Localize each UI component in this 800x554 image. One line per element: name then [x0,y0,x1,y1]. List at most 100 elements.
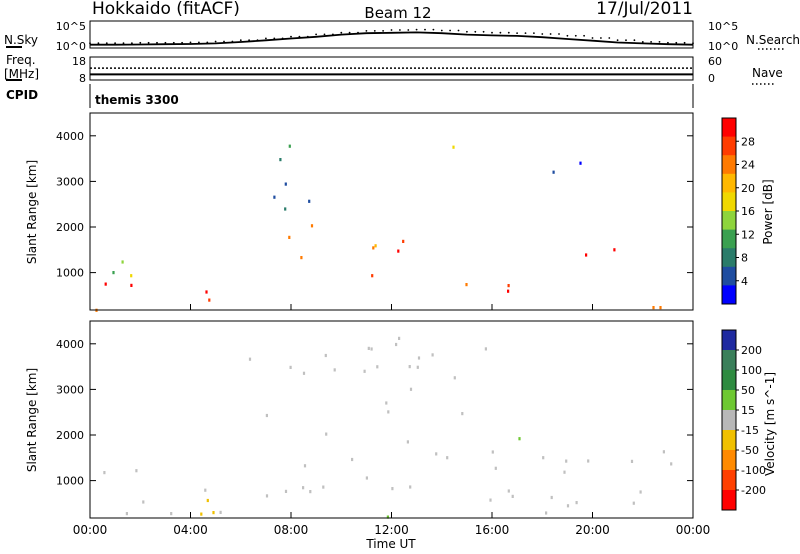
power-panel-frame [89,112,694,311]
nsearch-point [491,31,493,34]
nsearch-point [248,39,251,42]
nsearch-point [424,28,426,31]
scatter-cell [302,486,305,490]
y-tick-label: 3000 [56,175,84,188]
x-tick-label: 16:00 [475,523,510,537]
scatter-cell [542,456,545,460]
scatter-cell [309,490,312,494]
cpid-label: CPID [6,88,38,102]
colorbar-segment [722,330,736,351]
nsky-label: N.Sky [4,33,38,47]
scatter-cell [206,498,209,503]
nsearch-point [206,41,209,44]
scatter-cell [563,470,566,474]
power-ylabel: Slant Range [km] [25,160,39,264]
nsky-strip-frame [89,20,694,49]
velocity-ylabel: Slant Range [km] [25,368,39,472]
scatter-cell [575,501,578,505]
nsearch-point [131,42,133,45]
scatter-cell [265,413,268,418]
scatter-cell [408,365,411,369]
y-tick-label: 1000 [56,475,84,488]
scatter-cell [204,488,207,492]
scatter-cell [452,145,455,149]
colorbar-tick-label: 50 [741,384,755,397]
scatter-cell [565,459,568,463]
station-title: Hokkaido (fitACF) [92,0,240,19]
scatter-cell [387,410,390,414]
scatter-cell [142,500,145,504]
scatter-cell [370,347,373,351]
nsearch-point [566,34,569,37]
nsearch-tick-bottom-right: 10^0 [708,40,738,53]
nsearch-point [290,35,292,38]
scatter-cell [104,282,107,286]
colorbar-segment [722,490,736,511]
colorbar-segment [722,248,736,268]
velocity-colorbar: 200 100 50 15 -15 -50 -100 -200 [721,329,766,511]
scatter-cell [135,469,138,473]
nave-tick-bottom-right: 0 [708,72,715,85]
nsearch-point [89,42,91,45]
x-tick-label: 08:00 [274,523,309,537]
nsearch-point [147,41,150,44]
scatter-cell [279,158,282,162]
scatter-cell [284,489,288,493]
power-y-ticks: 1000 2000 3000 4000 [56,130,693,280]
nsearch-point [315,33,317,36]
nsearch-point [365,30,368,32]
scatter-cell [112,271,115,275]
nsearch-point [650,41,652,43]
nsearch-point [306,35,309,38]
power-scatter-cells [95,144,662,312]
colorbar-segment [722,470,736,491]
nsearch-point [97,42,100,45]
nsearch-point [541,33,544,35]
nsearch-point [574,34,577,37]
nsky-line [90,31,694,46]
date-title: 17/Jul/2011 [596,0,693,19]
nsearch-point [625,39,627,42]
nave-label: Nave [752,66,783,80]
nsearch-point [415,28,418,31]
scatter-cell [659,306,662,310]
cpid-text: themis 3300 [95,93,179,107]
colorbar-segment [722,155,736,175]
nsearch-point [298,35,301,38]
time-x-ticks: 00:00 04:00 08:00 12:00 16:00 20:00 00:00 [73,304,710,537]
scatter-cell [397,249,400,253]
nsearch-point [172,41,175,44]
nsearch-point [692,42,694,45]
scatter-cell [248,357,252,361]
nsearch-point [390,29,393,31]
nsearch-point [382,30,384,32]
scatter-cell [395,342,398,347]
x-tick-label: 00:00 [73,523,108,537]
colorbar-tick-label: -100 [741,464,766,477]
scatter-cell [461,412,464,416]
power-colorbar: 28 24 20 16 12 8 4 [721,117,755,305]
scatter-cell [130,274,133,278]
scatter-cell [288,235,291,239]
scatter-cell [265,494,269,498]
nsearch-point [600,37,602,39]
nsearch-point [549,33,552,35]
colorbar-tick-label: 12 [741,228,755,241]
colorbar-segment [722,118,736,138]
nsearch-point [373,30,376,32]
scatter-cell [391,487,394,491]
nsearch-point [181,41,184,44]
scatter-cell [289,365,292,369]
colorbar-tick-label: 28 [741,135,755,148]
scatter-cell [662,450,665,454]
nsearch-point [122,42,125,45]
nsearch-point [231,40,234,43]
scatter-cell [579,161,582,165]
colorbar-tick-label: 24 [741,159,755,172]
scatter-cell [310,224,314,228]
nsky-tick-bottom-left: 10^0 [56,40,86,53]
colorbar-segment [722,350,736,371]
nsearch-point [516,32,518,34]
scatter-cell [670,462,673,466]
colorbar-tick-label: 100 [741,364,762,377]
